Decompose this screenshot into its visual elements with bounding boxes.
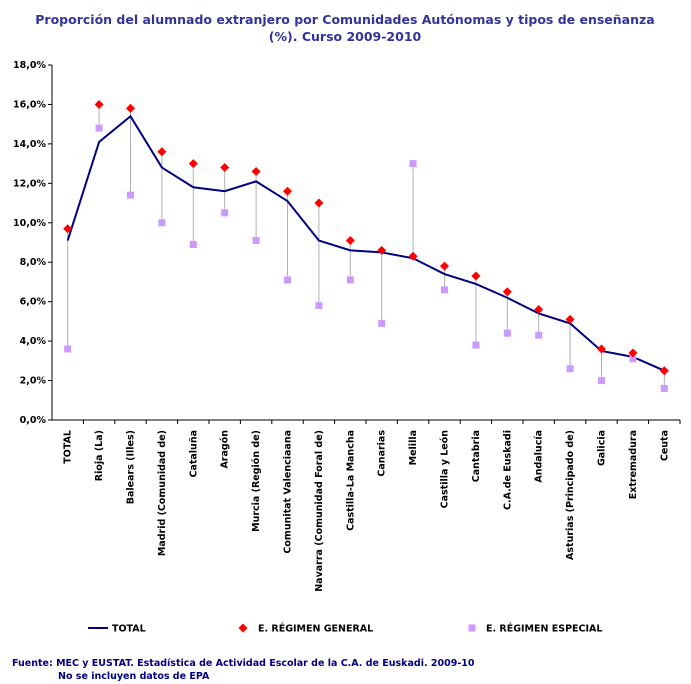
general-marker <box>597 344 606 354</box>
especial-marker <box>629 355 637 363</box>
x-tick-label: Aragón <box>220 430 231 469</box>
especial-marker <box>221 209 229 217</box>
legend-swatch <box>238 623 248 633</box>
especial-marker <box>441 286 448 294</box>
x-tick-label: Navarra (Comunidad Foral de) <box>314 430 325 592</box>
x-tick-label: Asturias (Principado de) <box>565 430 576 560</box>
y-tick-label: 18,0% <box>13 60 46 71</box>
x-tick-label: Extremadura <box>628 430 639 499</box>
especial-marker <box>409 160 417 168</box>
especial-marker <box>378 319 386 327</box>
x-tick-label: TOTAL <box>63 430 74 464</box>
especial-marker <box>566 365 574 373</box>
especial-marker <box>158 219 166 227</box>
general-marker <box>220 163 230 173</box>
especial-marker <box>346 276 354 284</box>
x-tick-label: Rioja (La) <box>94 430 105 481</box>
general-marker <box>126 103 135 113</box>
general-marker <box>157 147 167 157</box>
x-tick-label: Castilla y León <box>440 430 451 509</box>
total-line <box>66 114 665 372</box>
legend-label: TOTAL <box>112 624 146 635</box>
legend-label: E. RÉGIMEN ESPECIAL <box>486 623 602 635</box>
chart-title: Proporción del alumnado extranjero por C… <box>35 12 654 27</box>
general-marker <box>471 271 481 281</box>
especial-marker <box>472 341 480 349</box>
y-tick-label: 6,0% <box>20 297 47 308</box>
x-tick-label: Andalucía <box>534 430 545 483</box>
general-marker <box>188 159 198 169</box>
x-tick-label: Castilla-La Mancha <box>345 430 356 531</box>
x-tick-label: Balears (Illes) <box>126 430 137 504</box>
especial-marker <box>127 191 134 199</box>
y-tick-label: 8,0% <box>20 257 47 268</box>
x-tick-label: Cataluña <box>188 430 199 478</box>
especial-marker <box>503 329 511 337</box>
x-tick-label: C.A.de Euskadi <box>502 430 513 510</box>
x-tick-label: Murcia (Región de) <box>251 430 262 532</box>
especial-marker <box>189 240 197 248</box>
source: Fuente: MEC y EUSTAT. Estadística de Act… <box>12 658 475 669</box>
chart-subtitle: (%). Curso 2009-2010 <box>269 29 422 44</box>
general-marker <box>63 224 73 234</box>
x-tick-label: Ceuta <box>659 430 670 461</box>
x-tick-label: Canarias <box>377 430 388 477</box>
legend-label: E. RÉGIMEN GENERAL <box>258 623 373 635</box>
y-tick-label: 16,0% <box>13 99 46 110</box>
x-tick-label: Melilla <box>408 430 419 465</box>
y-tick-label: 4,0% <box>20 336 47 347</box>
general-marker <box>377 245 387 255</box>
general-marker <box>628 348 638 358</box>
especial-marker <box>95 124 103 132</box>
general-marker <box>408 251 418 261</box>
especial-marker <box>660 384 668 392</box>
especial-marker <box>284 276 291 284</box>
general-marker <box>314 198 324 208</box>
general-marker <box>345 236 355 246</box>
x-tick-label: Galicia <box>597 430 608 466</box>
general-marker <box>251 167 261 176</box>
general-marker <box>94 99 104 109</box>
y-tick-label: 14,0% <box>13 139 46 150</box>
x-tick-label: Cantabria <box>471 430 482 482</box>
general-marker <box>502 287 512 297</box>
y-tick-label: 0,0% <box>20 415 47 426</box>
especial-marker <box>535 331 543 339</box>
y-tick-label: 10,0% <box>13 218 46 229</box>
general-marker <box>659 366 669 376</box>
especial-marker <box>64 345 72 353</box>
general-marker <box>440 261 449 271</box>
x-tick-label: Comunitat Valenciaana <box>283 430 294 554</box>
general-marker <box>283 186 292 196</box>
y-tick-label: 2,0% <box>20 376 47 387</box>
legend-swatch <box>468 624 476 632</box>
y-tick-label: 12,0% <box>13 178 46 189</box>
general-marker <box>534 305 544 315</box>
especial-marker <box>315 302 323 310</box>
general-marker <box>565 314 575 324</box>
x-tick-label: Madrid (Comunidad de) <box>157 430 168 556</box>
note: No se incluyen datos de EPA <box>58 671 210 682</box>
especial-marker <box>252 237 260 245</box>
especial-marker <box>598 377 605 385</box>
